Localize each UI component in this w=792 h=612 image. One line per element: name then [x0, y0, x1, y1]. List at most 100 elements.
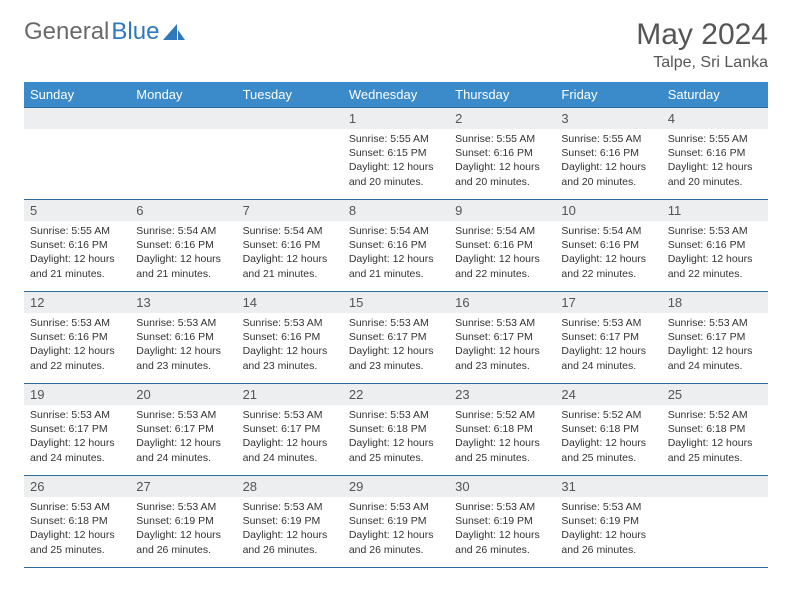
calendar-body: 1Sunrise: 5:55 AMSunset: 6:15 PMDaylight…: [24, 108, 768, 568]
day-number: 14: [237, 292, 343, 313]
calendar-week-row: 5Sunrise: 5:55 AMSunset: 6:16 PMDaylight…: [24, 200, 768, 292]
day-number: 23: [449, 384, 555, 405]
day-number: [662, 476, 768, 497]
day-number: 27: [130, 476, 236, 497]
day-info: Sunrise: 5:53 AMSunset: 6:17 PMDaylight:…: [343, 313, 449, 377]
day-number: 15: [343, 292, 449, 313]
day-info: Sunrise: 5:54 AMSunset: 6:16 PMDaylight:…: [343, 221, 449, 285]
calendar-cell: 22Sunrise: 5:53 AMSunset: 6:18 PMDayligh…: [343, 384, 449, 476]
calendar-cell: 16Sunrise: 5:53 AMSunset: 6:17 PMDayligh…: [449, 292, 555, 384]
calendar-cell: 26Sunrise: 5:53 AMSunset: 6:18 PMDayligh…: [24, 476, 130, 568]
calendar-cell: 18Sunrise: 5:53 AMSunset: 6:17 PMDayligh…: [662, 292, 768, 384]
calendar-cell: 27Sunrise: 5:53 AMSunset: 6:19 PMDayligh…: [130, 476, 236, 568]
day-number: 3: [555, 108, 661, 129]
calendar-cell: 5Sunrise: 5:55 AMSunset: 6:16 PMDaylight…: [24, 200, 130, 292]
day-number: 10: [555, 200, 661, 221]
calendar-week-row: 1Sunrise: 5:55 AMSunset: 6:15 PMDaylight…: [24, 108, 768, 200]
day-number: 21: [237, 384, 343, 405]
weekday-header: Monday: [130, 82, 236, 108]
calendar-cell: 28Sunrise: 5:53 AMSunset: 6:19 PMDayligh…: [237, 476, 343, 568]
calendar-cell: 8Sunrise: 5:54 AMSunset: 6:16 PMDaylight…: [343, 200, 449, 292]
calendar-cell: 4Sunrise: 5:55 AMSunset: 6:16 PMDaylight…: [662, 108, 768, 200]
day-number: 29: [343, 476, 449, 497]
calendar-cell: 13Sunrise: 5:53 AMSunset: 6:16 PMDayligh…: [130, 292, 236, 384]
day-info: Sunrise: 5:53 AMSunset: 6:17 PMDaylight:…: [24, 405, 130, 469]
calendar-cell: [662, 476, 768, 568]
calendar-week-row: 12Sunrise: 5:53 AMSunset: 6:16 PMDayligh…: [24, 292, 768, 384]
brand-part2: Blue: [111, 18, 159, 46]
day-info: Sunrise: 5:55 AMSunset: 6:16 PMDaylight:…: [555, 129, 661, 193]
calendar-cell: 21Sunrise: 5:53 AMSunset: 6:17 PMDayligh…: [237, 384, 343, 476]
calendar-cell: 23Sunrise: 5:52 AMSunset: 6:18 PMDayligh…: [449, 384, 555, 476]
day-info: Sunrise: 5:55 AMSunset: 6:16 PMDaylight:…: [662, 129, 768, 193]
title-location: Talpe, Sri Lanka: [636, 54, 768, 72]
day-number: 5: [24, 200, 130, 221]
day-number: 11: [662, 200, 768, 221]
day-info: Sunrise: 5:53 AMSunset: 6:16 PMDaylight:…: [662, 221, 768, 285]
title-month: May 2024: [636, 18, 768, 52]
day-info: Sunrise: 5:53 AMSunset: 6:17 PMDaylight:…: [237, 405, 343, 469]
day-info: Sunrise: 5:53 AMSunset: 6:16 PMDaylight:…: [130, 313, 236, 377]
calendar-cell: 10Sunrise: 5:54 AMSunset: 6:16 PMDayligh…: [555, 200, 661, 292]
day-number: 24: [555, 384, 661, 405]
weekday-header: Thursday: [449, 82, 555, 108]
calendar-cell: [24, 108, 130, 200]
calendar-cell: 11Sunrise: 5:53 AMSunset: 6:16 PMDayligh…: [662, 200, 768, 292]
calendar-cell: 19Sunrise: 5:53 AMSunset: 6:17 PMDayligh…: [24, 384, 130, 476]
calendar-cell: 6Sunrise: 5:54 AMSunset: 6:16 PMDaylight…: [130, 200, 236, 292]
day-info: Sunrise: 5:53 AMSunset: 6:19 PMDaylight:…: [237, 497, 343, 561]
title-block: May 2024 Talpe, Sri Lanka: [636, 18, 768, 72]
calendar-cell: 1Sunrise: 5:55 AMSunset: 6:15 PMDaylight…: [343, 108, 449, 200]
calendar-cell: 12Sunrise: 5:53 AMSunset: 6:16 PMDayligh…: [24, 292, 130, 384]
day-number: 22: [343, 384, 449, 405]
day-number: 26: [24, 476, 130, 497]
day-info: Sunrise: 5:52 AMSunset: 6:18 PMDaylight:…: [662, 405, 768, 469]
calendar-cell: [130, 108, 236, 200]
calendar-cell: [237, 108, 343, 200]
day-number: 31: [555, 476, 661, 497]
day-info: Sunrise: 5:53 AMSunset: 6:19 PMDaylight:…: [449, 497, 555, 561]
calendar-cell: 24Sunrise: 5:52 AMSunset: 6:18 PMDayligh…: [555, 384, 661, 476]
day-info: Sunrise: 5:53 AMSunset: 6:19 PMDaylight:…: [130, 497, 236, 561]
day-info: Sunrise: 5:53 AMSunset: 6:17 PMDaylight:…: [449, 313, 555, 377]
day-number: 25: [662, 384, 768, 405]
day-number: 28: [237, 476, 343, 497]
day-info: Sunrise: 5:55 AMSunset: 6:15 PMDaylight:…: [343, 129, 449, 193]
day-info: Sunrise: 5:55 AMSunset: 6:16 PMDaylight:…: [24, 221, 130, 285]
day-number: 17: [555, 292, 661, 313]
day-info: Sunrise: 5:54 AMSunset: 6:16 PMDaylight:…: [130, 221, 236, 285]
calendar-table: SundayMondayTuesdayWednesdayThursdayFrid…: [24, 82, 768, 568]
day-info: Sunrise: 5:54 AMSunset: 6:16 PMDaylight:…: [555, 221, 661, 285]
weekday-header: Wednesday: [343, 82, 449, 108]
calendar-cell: 25Sunrise: 5:52 AMSunset: 6:18 PMDayligh…: [662, 384, 768, 476]
day-number: [237, 108, 343, 129]
brand-sail-icon: [163, 24, 185, 40]
day-number: 30: [449, 476, 555, 497]
day-number: 4: [662, 108, 768, 129]
day-info: Sunrise: 5:53 AMSunset: 6:16 PMDaylight:…: [237, 313, 343, 377]
day-info: Sunrise: 5:53 AMSunset: 6:19 PMDaylight:…: [555, 497, 661, 561]
day-number: 19: [24, 384, 130, 405]
calendar-cell: 2Sunrise: 5:55 AMSunset: 6:16 PMDaylight…: [449, 108, 555, 200]
day-number: 16: [449, 292, 555, 313]
header: GeneralBlue May 2024 Talpe, Sri Lanka: [24, 18, 768, 72]
day-number: 12: [24, 292, 130, 313]
weekday-header: Tuesday: [237, 82, 343, 108]
weekday-header: Saturday: [662, 82, 768, 108]
brand-logo: GeneralBlue: [24, 18, 185, 46]
day-number: 18: [662, 292, 768, 313]
calendar-header-row: SundayMondayTuesdayWednesdayThursdayFrid…: [24, 82, 768, 108]
weekday-header: Friday: [555, 82, 661, 108]
day-info: Sunrise: 5:52 AMSunset: 6:18 PMDaylight:…: [555, 405, 661, 469]
day-info: Sunrise: 5:53 AMSunset: 6:16 PMDaylight:…: [24, 313, 130, 377]
day-number: 2: [449, 108, 555, 129]
calendar-cell: 9Sunrise: 5:54 AMSunset: 6:16 PMDaylight…: [449, 200, 555, 292]
day-number: [130, 108, 236, 129]
calendar-cell: 30Sunrise: 5:53 AMSunset: 6:19 PMDayligh…: [449, 476, 555, 568]
day-number: 13: [130, 292, 236, 313]
day-number: 6: [130, 200, 236, 221]
day-number: 20: [130, 384, 236, 405]
brand-part1: General: [24, 18, 109, 46]
calendar-cell: 20Sunrise: 5:53 AMSunset: 6:17 PMDayligh…: [130, 384, 236, 476]
calendar-cell: 7Sunrise: 5:54 AMSunset: 6:16 PMDaylight…: [237, 200, 343, 292]
